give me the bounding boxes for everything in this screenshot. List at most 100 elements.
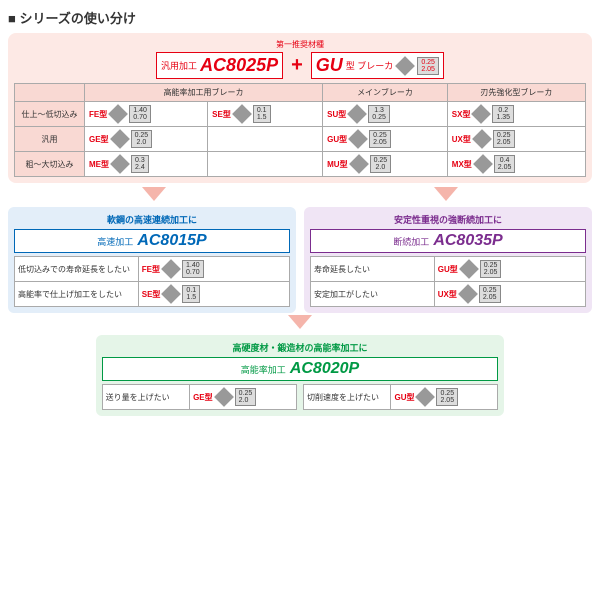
breaker-table: 高能率加工用ブレーカ メインブレーカ 刃先強化型ブレーカ 仕上～低切込み FE型 1… bbox=[14, 83, 586, 177]
type-label: SX型 bbox=[452, 109, 471, 120]
insert-icon bbox=[347, 104, 367, 124]
arrow-icon bbox=[288, 315, 312, 329]
code: AC8015P bbox=[137, 232, 206, 250]
table-row: 高能率で仕上げ加工をしたいSE型0.11.5 bbox=[15, 282, 290, 307]
insert-icon bbox=[416, 387, 436, 407]
spec-diagram: 1.30.25 bbox=[368, 105, 390, 123]
panel-row: 送り量を上げたい GE型 0.252.0 切削速度を上げたいGU型 0.252.05 bbox=[102, 384, 499, 410]
row-header: 仕上～低切込み bbox=[15, 102, 85, 127]
type-label: SE型 bbox=[142, 289, 161, 300]
table-row: 仕上～低切込みFE型1.400.70SE型0.11.5SU型1.30.25SX型… bbox=[15, 102, 586, 127]
table-cell: MX型 0.42.05 bbox=[447, 152, 585, 177]
arrow-icon bbox=[142, 187, 166, 201]
purple-panel: 安定性重視の強断続加工に 断続加工 AC8035P 寿命延長したいGU型0.25… bbox=[304, 207, 592, 313]
table-row: 切削速度を上げたいGU型 0.252.05 bbox=[304, 385, 498, 410]
panel-title: 安定性重視の強断続加工に bbox=[310, 213, 586, 226]
panel-badge: 高速加工 AC8015P bbox=[14, 229, 290, 253]
insert-icon bbox=[395, 56, 415, 76]
type-label: UX型 bbox=[452, 134, 471, 145]
main-grade-badge: 汎用加工 AC8025P bbox=[156, 52, 283, 79]
row-label: 切削速度を上げたい bbox=[304, 385, 391, 410]
insert-icon bbox=[214, 387, 234, 407]
blue-panel: 軟鋼の高速連続加工に 高速加工 AC8015P 低切込みでの寿命延長をしたいFE… bbox=[8, 207, 296, 313]
table-row: 安定加工がしたいUX型 0.252.05 bbox=[311, 282, 586, 307]
table-row: 低切込みでの寿命延長をしたいFE型1.400.70 bbox=[15, 257, 290, 282]
row-cell: GU型0.252.05 bbox=[434, 257, 585, 282]
table-header-row: 高能率加工用ブレーカ メインブレーカ 刃先強化型ブレーカ bbox=[15, 84, 586, 102]
insert-icon bbox=[110, 129, 130, 149]
panel-title: 高硬度材・鍛造材の高能率加工に bbox=[102, 341, 499, 354]
table-cell: SU型1.30.25 bbox=[323, 102, 448, 127]
page-title: シリーズの使い分け bbox=[8, 8, 592, 27]
row-header: 汎用 bbox=[15, 127, 85, 152]
spec-diagram: 0.11.5 bbox=[182, 285, 200, 303]
breaker-badge: GU 型 ブレーカ 0.252.05 bbox=[311, 52, 444, 79]
code: AC8035P bbox=[433, 232, 502, 250]
empty-cell bbox=[208, 127, 323, 152]
spec-diagram: 0.252.05 bbox=[479, 285, 501, 303]
main-panel: 第一推奨材種 汎用加工 AC8025P + GU 型 ブレーカ 0.252.05… bbox=[8, 33, 592, 183]
type-label: MU型 bbox=[327, 159, 347, 170]
type-label: GU型 bbox=[438, 264, 458, 275]
tag: 高能率加工 bbox=[241, 363, 286, 376]
flow-arrows bbox=[8, 183, 592, 205]
type-label: FE型 bbox=[89, 109, 107, 120]
insert-icon bbox=[472, 104, 492, 124]
row-cell: SE型 0.11.5 bbox=[138, 282, 289, 307]
table-row: 粗～大切込み ME型 0.32.4 MU型 0.252.0 MX型 0.42.05 bbox=[15, 152, 586, 177]
table-cell: UX型 0.252.05 bbox=[447, 127, 585, 152]
recommend-label: 第一推奨材種 bbox=[14, 39, 586, 50]
table-cell: MU型 0.252.0 bbox=[323, 152, 448, 177]
row-header: 粗～大切込み bbox=[15, 152, 85, 177]
insert-icon bbox=[458, 284, 478, 304]
insert-icon bbox=[108, 104, 128, 124]
row-label: 低切込みでの寿命延長をしたい bbox=[15, 257, 139, 282]
spec-diagram: 0.252.0 bbox=[131, 130, 153, 148]
tag: 断続加工 bbox=[393, 235, 429, 248]
spec-diagram: 1.400.70 bbox=[129, 105, 151, 123]
insert-icon bbox=[459, 259, 479, 279]
spec-diagram: 0.32.4 bbox=[131, 155, 149, 173]
table-cell: GU型0.252.05 bbox=[323, 127, 448, 152]
spec-diagram: 0.252.05 bbox=[436, 388, 458, 406]
spec-diagram: 0.42.05 bbox=[494, 155, 516, 173]
row-cell: GU型 0.252.05 bbox=[391, 385, 498, 410]
type-label: UX型 bbox=[438, 289, 457, 300]
type-label: GE型 bbox=[193, 392, 213, 403]
arrow-icon bbox=[434, 187, 458, 201]
insert-icon bbox=[473, 154, 493, 174]
type-label: MX型 bbox=[452, 159, 472, 170]
row-label: 安定加工がしたい bbox=[311, 282, 435, 307]
col-h: 高能率加工用ブレーカ bbox=[85, 84, 323, 102]
col-h: 刃先強化型ブレーカ bbox=[447, 84, 585, 102]
row-label: 送り量を上げたい bbox=[102, 385, 189, 410]
spec-diagram: 0.252.05 bbox=[493, 130, 515, 148]
tag: 高速加工 bbox=[97, 235, 133, 248]
code: AC8020P bbox=[290, 360, 359, 378]
panel-title: 軟鋼の高速連続加工に bbox=[14, 213, 290, 226]
table-cell: GE型0.252.0 bbox=[85, 127, 208, 152]
table-cell: FE型 1.400.70 bbox=[85, 102, 208, 127]
insert-icon bbox=[161, 259, 181, 279]
top-header: 汎用加工 AC8025P + GU 型 ブレーカ 0.252.05 bbox=[14, 52, 586, 79]
table-row: 送り量を上げたい GE型 0.252.0 bbox=[102, 385, 296, 410]
plus-icon: + bbox=[291, 54, 303, 77]
type-label: FE型 bbox=[142, 264, 160, 275]
insert-icon bbox=[162, 284, 182, 304]
insert-icon bbox=[348, 129, 368, 149]
col-h: メインブレーカ bbox=[323, 84, 448, 102]
panel-table: 寿命延長したいGU型0.252.05安定加工がしたいUX型0.252.05 bbox=[310, 256, 586, 307]
spec-diagram: 0.252.05 bbox=[417, 57, 439, 75]
spec-diagram: 0.252.0 bbox=[370, 155, 392, 173]
type-label: GU型 bbox=[394, 392, 414, 403]
type-label: ME型 bbox=[89, 159, 109, 170]
table-cell: ME型 0.32.4 bbox=[85, 152, 208, 177]
panel-badge: 断続加工 AC8035P bbox=[310, 229, 586, 253]
spec-diagram: 0.252.0 bbox=[235, 388, 257, 406]
row-cell: UX型 0.252.05 bbox=[434, 282, 585, 307]
insert-icon bbox=[472, 129, 492, 149]
breaker-suffix: 型 ブレーカ bbox=[346, 59, 394, 72]
insert-icon bbox=[349, 154, 369, 174]
center-arrow bbox=[8, 313, 592, 331]
spec-diagram: 0.11.5 bbox=[253, 105, 271, 123]
